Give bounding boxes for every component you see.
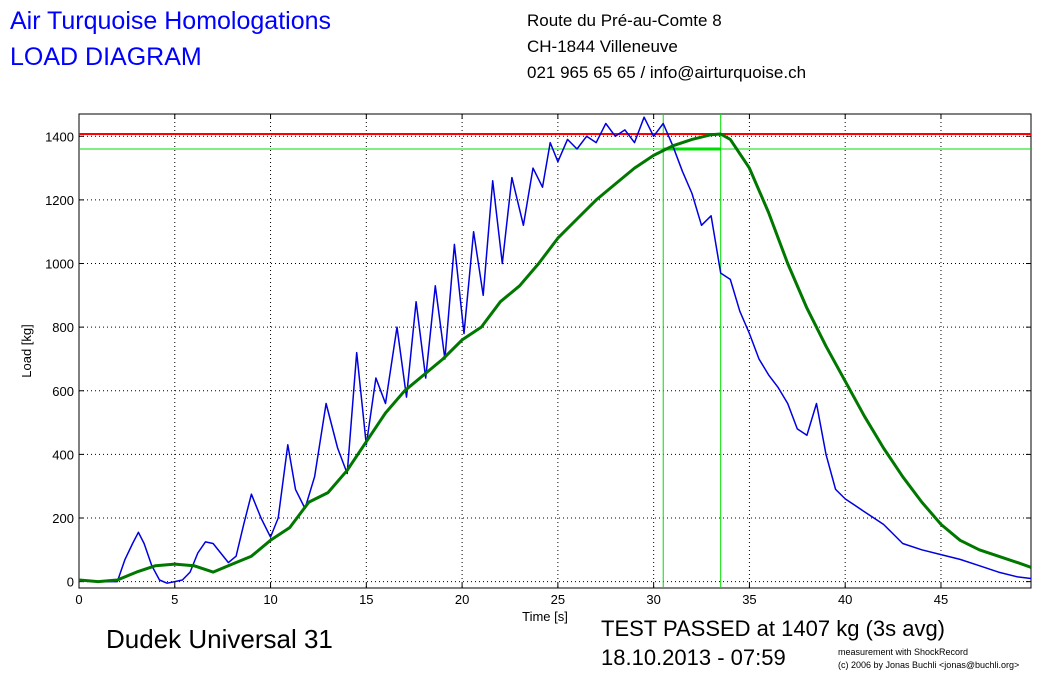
average-load-series xyxy=(79,132,1031,584)
y-axis-label: Load [kg] xyxy=(19,324,34,378)
y-tick-label: 400 xyxy=(52,447,74,462)
address-line-1: Route du Pré-au-Comte 8 xyxy=(527,11,722,30)
y-tick-label: 800 xyxy=(52,320,74,335)
data-lines xyxy=(79,114,1031,588)
x-tick-label: 5 xyxy=(171,592,178,607)
x-tick-label: 30 xyxy=(646,592,660,607)
test-result: TEST PASSED at 1407 kg (3s avg) xyxy=(601,616,946,641)
x-tick-label: 0 xyxy=(75,592,82,607)
plot-area xyxy=(78,113,1032,589)
y-tick-label: 1000 xyxy=(45,257,74,272)
y-tick-label: 1200 xyxy=(45,193,74,208)
x-axis-label: Time [s] xyxy=(522,609,568,624)
y-tick-label: 200 xyxy=(52,511,74,526)
credit-line-1: measurement with ShockRecord xyxy=(838,647,969,657)
credit-line-2: (c) 2006 by Jonas Buchli <jonas@buchli.o… xyxy=(838,660,1020,670)
glider-model: Dudek Universal 31 xyxy=(106,624,333,654)
title-line-2: LOAD DIAGRAM xyxy=(10,43,202,71)
x-tick-label: 25 xyxy=(551,592,565,607)
x-tick-label: 45 xyxy=(934,592,948,607)
x-axis-ticks: 0 5 10 15 20 25 30 35 40 45 xyxy=(75,114,948,607)
x-tick-label: 10 xyxy=(263,592,277,607)
x-tick-label: 35 xyxy=(742,592,756,607)
raw-load-series xyxy=(79,116,1031,584)
y-tick-label: 600 xyxy=(52,384,74,399)
test-datetime: 18.10.2013 - 07:59 xyxy=(601,645,786,670)
x-tick-label: 15 xyxy=(359,592,373,607)
title-line-1: Air Turquoise Homologations xyxy=(10,7,331,35)
address-line-2: CH-1844 Villeneuve xyxy=(527,37,678,56)
x-tick-label: 20 xyxy=(455,592,469,607)
grid xyxy=(78,114,1031,588)
address-line-3: 021 965 65 65 / info@airturquoise.ch xyxy=(527,63,807,82)
x-tick-label: 40 xyxy=(838,592,852,607)
y-tick-label: 0 xyxy=(67,575,74,590)
y-tick-label: 1400 xyxy=(45,129,74,144)
y-axis-ticks: 0 200 400 600 800 1000 1200 1400 xyxy=(45,129,1031,590)
